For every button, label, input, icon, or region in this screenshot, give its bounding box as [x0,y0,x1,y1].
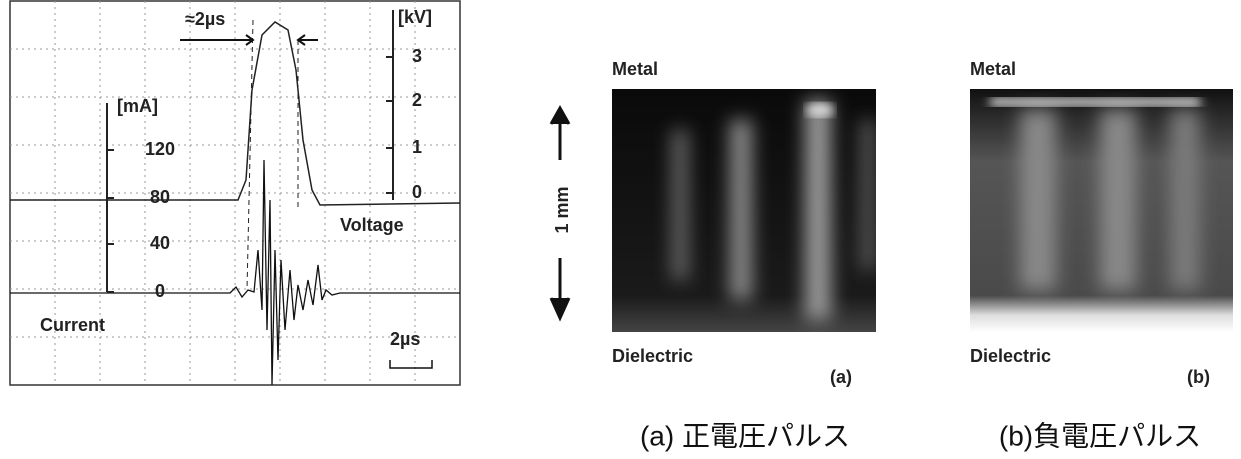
figure: ≈2µs [kV] [mA] Voltage Current 2µs 3 2 1 0 1… [0,0,1241,454]
current-tick-label: 120 [145,139,175,159]
length-label: 1 mm [552,186,572,233]
voltage-unit: [kV] [398,7,432,27]
panel-bottom-label: Dielectric [970,346,1051,366]
current-label: Current [40,315,105,335]
photo-b [970,89,1233,332]
panel-caption: (a) 正電圧パルス [640,420,850,451]
voltage-label: Voltage [340,215,404,235]
panel-tag: (b) [1187,367,1210,387]
oscilloscope: ≈2µs [kV] [mA] Voltage Current 2µs 3 2 1 0 1… [10,1,460,385]
panel-top-label: Metal [970,59,1016,79]
current-tick-label: 80 [150,187,170,207]
voltage-tick-label: 1 [412,137,422,157]
current-tick-label: 40 [150,233,170,253]
voltage-tick-label: 3 [412,46,422,66]
panel-caption: (b)負電圧パルス [999,420,1201,451]
panel-tag: (a) [830,367,852,387]
page: ≈2µs [kV] [mA] Voltage Current 2µs 3 2 1 0 1… [0,0,1241,454]
photo-a [612,89,876,332]
current-unit: [mA] [117,96,158,116]
panel-bottom-label: Dielectric [612,346,693,366]
voltage-tick-label: 2 [412,90,422,110]
time-scale: 2µs [390,329,420,349]
length-axis: 1 mm [551,108,572,318]
voltage-tick-label: 0 [412,182,422,202]
current-tick-label: 0 [155,281,165,301]
pulse-width: ≈2µs [185,9,225,29]
panel-top-label: Metal [612,59,658,79]
